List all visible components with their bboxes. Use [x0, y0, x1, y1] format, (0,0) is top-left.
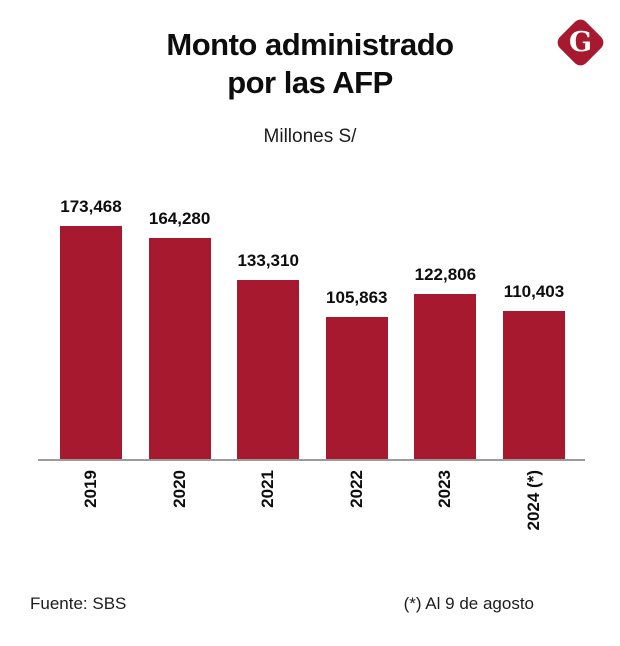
bar-column: 173,468 — [60, 197, 122, 460]
bar-value-label: 110,403 — [503, 282, 565, 301]
source-label: Fuente: SBS — [30, 594, 127, 613]
x-axis-tick-label: 2019 — [81, 470, 100, 508]
bar — [237, 280, 300, 460]
x-axis-tick-label: 2021 — [258, 470, 278, 508]
bar-column: 133,310 — [237, 251, 300, 460]
x-axis-tick-label: 2022 — [346, 470, 366, 508]
bar-value-label: 105,863 — [326, 288, 388, 307]
chart-title-line1: Monto administrado — [166, 27, 454, 62]
x-axis-labels: 2019 2020 2021 2022 2023 2024 (*) — [60, 470, 565, 570]
bar — [502, 311, 565, 460]
bar-column: 122,806 — [414, 265, 477, 460]
bar-column: 110,403 — [502, 282, 565, 460]
bar-value-label: 122,806 — [414, 265, 477, 284]
chart-subtitle: Millones S/ — [263, 126, 357, 147]
x-axis-tick-label: 2023 — [435, 470, 455, 508]
bar-value-label: 133,310 — [237, 251, 299, 270]
x-axis-tick-label: 2020 — [169, 470, 189, 508]
x-axis-tick-label: 2024 (*) — [523, 470, 543, 531]
bar — [148, 238, 211, 460]
bar — [60, 226, 122, 460]
x-axis-line — [38, 459, 585, 461]
footnote-label: (*) Al 9 de agosto — [403, 594, 534, 613]
bar-column: 105,863 — [325, 288, 388, 460]
bar-chart-plot-area: 173,468 164,280 133,310 105,863 122,806 110,4… — [60, 170, 565, 460]
bar-value-label: 173,468 — [60, 197, 122, 216]
bar — [414, 294, 477, 460]
chart-title-line2: por las AFP — [227, 65, 393, 100]
chart-title: Monto administrado por las AFP — [0, 26, 620, 102]
bar-value-label: 164,280 — [148, 209, 211, 228]
bar — [325, 317, 388, 460]
bar-column: 164,280 — [148, 209, 211, 460]
